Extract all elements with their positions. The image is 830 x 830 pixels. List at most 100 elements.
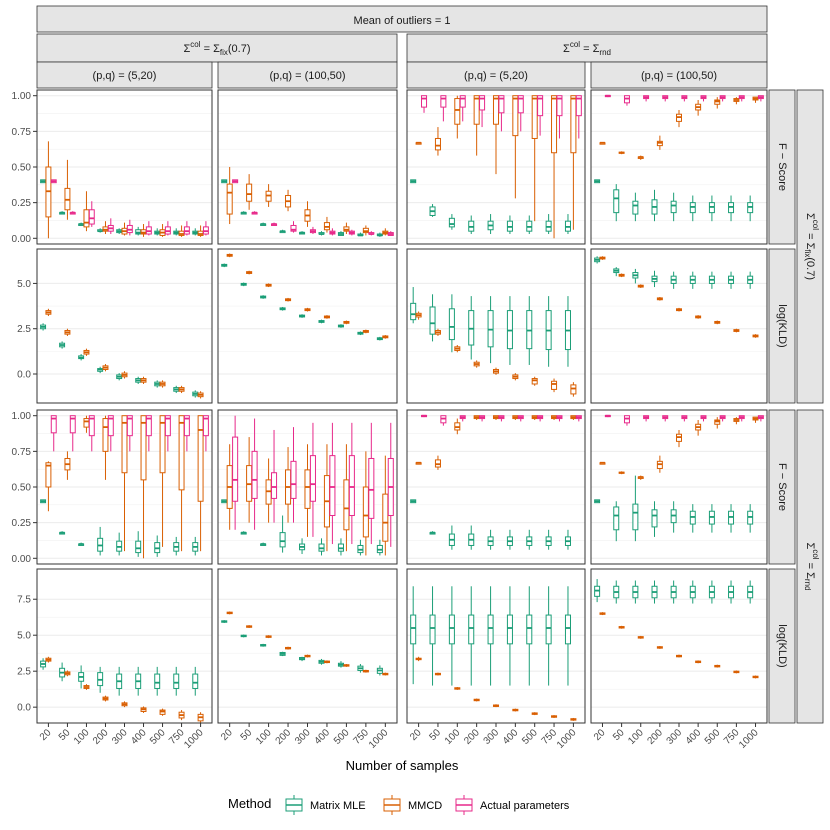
panel	[217, 568, 398, 724]
box-mle	[468, 215, 475, 235]
panel	[406, 568, 586, 724]
box-mmcd	[473, 360, 480, 368]
box-mmcd	[83, 684, 90, 690]
box-mmcd	[618, 273, 625, 278]
box-body	[135, 540, 142, 554]
panel-border	[590, 248, 768, 404]
box-mle	[260, 542, 267, 546]
box-actual	[88, 201, 95, 227]
y-tick-label: 1.00	[12, 411, 32, 422]
box-body	[232, 436, 239, 502]
box-mmcd	[733, 417, 740, 425]
box-actual	[309, 226, 316, 235]
box-actual	[623, 415, 630, 426]
box-mle	[260, 222, 267, 226]
box-mle	[651, 270, 658, 288]
row-strip	[768, 89, 796, 245]
box-mle	[78, 665, 85, 689]
box-body	[154, 673, 161, 689]
box-mle	[192, 390, 199, 398]
panel	[217, 89, 398, 245]
box-actual	[498, 95, 505, 132]
box-body	[69, 415, 76, 434]
box-mle	[429, 204, 436, 217]
box-body	[468, 310, 475, 346]
box-body	[517, 95, 524, 114]
x-tick-label: 50	[57, 727, 73, 743]
row-group-strip	[796, 409, 824, 724]
box-body	[410, 302, 417, 321]
box-actual	[575, 415, 582, 422]
box-mmcd	[246, 174, 253, 210]
box-mle	[318, 231, 325, 236]
box-body	[651, 509, 658, 528]
box-mmcd	[676, 429, 682, 448]
box-mle	[154, 666, 161, 696]
box-mmcd	[714, 417, 721, 429]
box-mle	[376, 665, 383, 676]
box-mmcd	[492, 367, 500, 375]
legend-label: Matrix MLE	[310, 800, 366, 812]
box-actual	[164, 415, 171, 452]
box-actual	[271, 429, 278, 523]
box-mle	[116, 532, 123, 556]
box-mmcd	[551, 715, 558, 718]
box-actual	[440, 95, 447, 122]
box-mmcd	[570, 382, 577, 397]
box-mmcd	[599, 612, 606, 616]
box-mmcd	[178, 385, 185, 394]
box-mle	[173, 536, 180, 556]
x-axis-title: Number of samples	[346, 758, 459, 773]
box-body	[121, 415, 128, 474]
legend-label: Actual parameters	[480, 800, 570, 812]
panel	[406, 248, 586, 404]
box-mmcd	[454, 418, 461, 435]
box-mle	[192, 536, 199, 556]
box-mle	[337, 324, 344, 328]
box-mmcd	[285, 646, 292, 650]
y-tick-label: 0.0	[17, 370, 31, 381]
box-actual	[556, 415, 563, 422]
box-mle	[526, 586, 533, 686]
box-body	[498, 95, 505, 114]
box-mle	[708, 195, 715, 222]
col-group-label: Σcol = Σrnd	[563, 40, 611, 57]
y-tick-label: 0.00	[12, 234, 32, 245]
box-mle	[708, 271, 715, 289]
x-tick-label: 100	[254, 727, 274, 747]
x-tick-label: 300	[482, 727, 502, 747]
box-actual	[575, 95, 582, 139]
x-tick-label: 100	[626, 727, 646, 747]
box-actual	[719, 95, 726, 102]
box-mle	[192, 666, 199, 696]
box-mmcd	[695, 315, 702, 319]
box-body	[164, 415, 171, 437]
x-tick-label: 50	[239, 727, 255, 743]
box-body	[468, 614, 475, 645]
box-mmcd	[178, 415, 185, 552]
box-mmcd	[512, 373, 519, 381]
box-actual	[107, 415, 114, 452]
box-mle	[448, 525, 455, 550]
box-mle	[260, 295, 267, 299]
box-mle	[728, 580, 735, 604]
box-mmcd	[714, 97, 721, 109]
box-body	[368, 457, 375, 519]
box-mmcd	[637, 155, 644, 160]
col-strip	[36, 61, 213, 89]
box-body	[290, 460, 297, 499]
box-mle	[564, 529, 571, 550]
box-mmcd	[159, 708, 166, 716]
box-mle	[613, 267, 620, 277]
box-mmcd	[454, 345, 461, 353]
box-mle	[689, 504, 696, 533]
box-mmcd	[246, 625, 253, 629]
x-tick-label: 100	[72, 727, 92, 747]
y-tick-label: 0.50	[12, 163, 32, 174]
box-mmcd	[656, 135, 663, 150]
box-mle	[240, 282, 247, 287]
panel	[36, 248, 213, 404]
box-body	[309, 455, 316, 502]
box-mle	[594, 256, 601, 264]
panel-border	[36, 409, 213, 565]
